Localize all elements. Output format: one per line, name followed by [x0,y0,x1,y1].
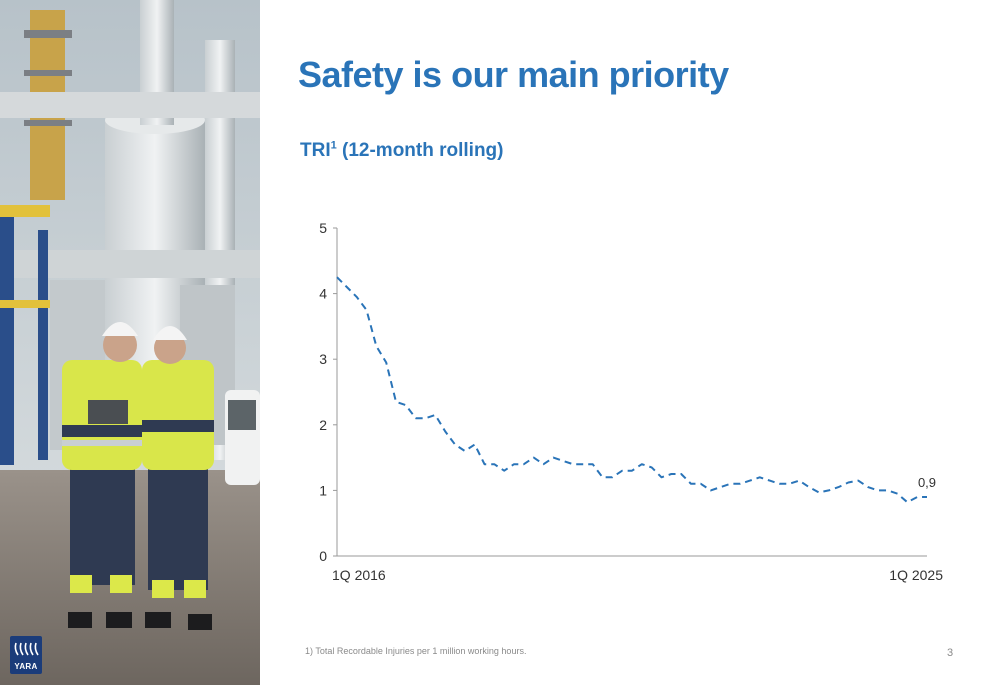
footnote: 1) Total Recordable Injuries per 1 milli… [305,646,527,656]
x-axis: 1Q 2016 1Q 2025 [332,555,943,583]
y-tick-label: 1 [319,482,327,498]
tri-line-chart: 0 1 2 3 4 5 1Q 2016 1Q 2025 0,9 [319,220,943,583]
tri-series-line [336,276,927,504]
y-tick-label: 4 [319,286,327,302]
y-tick-label: 2 [319,417,327,433]
chart-subtitle: TRI1 (12-month rolling) [300,140,504,162]
subtitle-main: TRI [300,140,331,161]
workers-photo [0,0,260,685]
page-number: 3 [947,647,954,659]
y-tick-label: 0 [319,548,327,564]
y-tick-label: 5 [319,220,327,236]
logo-text: YARA [14,662,38,671]
x-tick-label-end: 1Q 2025 [889,567,943,583]
y-axis: 0 1 2 3 4 5 [319,220,338,564]
y-tick-label: 3 [319,351,327,367]
subtitle-footnote-mark: 1 [330,139,337,152]
viking-ship-logo-icon [14,642,39,656]
end-value-label: 0,9 [918,475,936,490]
x-tick-label-start: 1Q 2016 [332,567,386,583]
series-group [336,276,927,504]
subtitle-rest: (12-month rolling) [336,140,504,161]
yara-logo: YARA [10,636,42,674]
label-group: 0,9 [918,475,936,490]
slide-title: Safety is our main priority [298,54,729,95]
